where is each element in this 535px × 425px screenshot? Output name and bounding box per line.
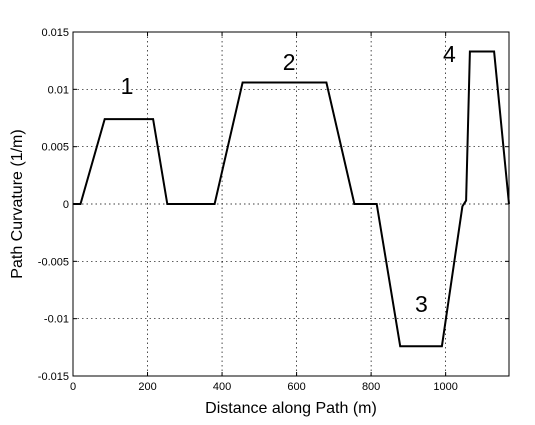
annotations: 1 2 3 4 — [121, 41, 456, 317]
y-tick-label: 0.015 — [41, 27, 69, 39]
y-tick-label: -0.01 — [44, 314, 69, 326]
x-tick-label: 0 — [70, 381, 76, 393]
series-line — [73, 50, 510, 348]
y-tick-label: 0.01 — [48, 84, 69, 96]
series-layer — [73, 50, 510, 348]
x-tick-label: 600 — [287, 381, 305, 393]
ticks: 0 200 400 600 800 1000 0.015 0.01 0.005 0 -0.005 -0… — [38, 27, 509, 393]
grid — [73, 32, 509, 376]
segment-annotation: 3 — [415, 291, 428, 317]
x-axis-label: Distance along Path (m) — [205, 400, 377, 417]
x-tick-label: 800 — [362, 381, 380, 393]
x-tick-label: 200 — [138, 381, 156, 393]
plot-frame — [72, 31, 510, 377]
y-tick-label: 0.005 — [41, 142, 69, 154]
y-tick-label: -0.005 — [38, 256, 69, 268]
y-tick-label: -0.015 — [38, 371, 69, 383]
y-tick-label: 0 — [63, 199, 69, 211]
x-tick-label: 400 — [213, 381, 231, 393]
x-tick-label: 1000 — [433, 381, 457, 393]
segment-annotation: 1 — [121, 73, 134, 99]
segment-annotation: 4 — [443, 41, 456, 67]
segment-annotation: 2 — [283, 49, 296, 75]
y-axis-label: Path Curvature (1/m) — [9, 129, 26, 278]
